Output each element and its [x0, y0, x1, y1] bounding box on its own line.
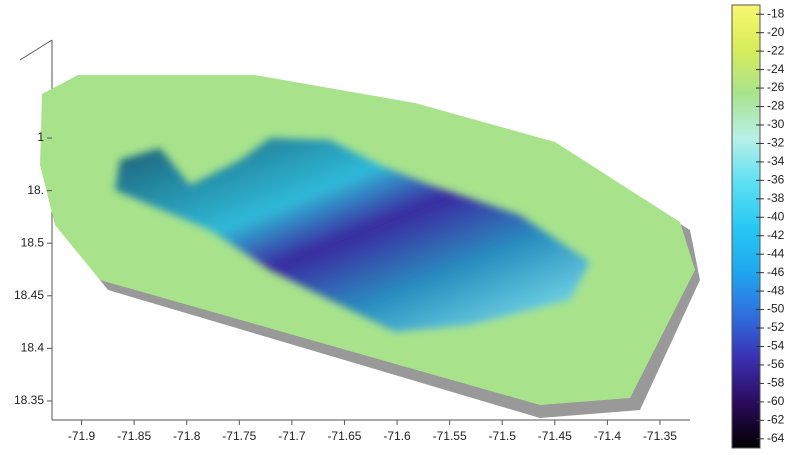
colorbar-tick-label: -26 [767, 80, 785, 94]
x-tick-label: -71.5 [489, 429, 517, 443]
colorbar-tick-label: -22 [767, 43, 785, 57]
colorbar-tick-label: -46 [767, 265, 785, 279]
colorbar: -18 -20 -22 -24 -26 -28 -30 -32 -34 -36 -38 -40 -42 -… [732, 5, 785, 448]
colorbar-tick-label: -44 [767, 246, 785, 260]
colorbar-tick-label: -28 [767, 99, 785, 113]
x-tick-label: -71.8 [173, 429, 201, 443]
y-tick-label: 18.45 [14, 288, 44, 302]
colorbar-tick-label: -58 [767, 376, 785, 390]
x-tick-label: -71.45 [538, 429, 572, 443]
colorbar-tick-label: -42 [767, 228, 785, 242]
colorbar-tick-label: -54 [767, 339, 785, 353]
y-tick-label: 18.4 [21, 341, 45, 355]
colorbar-tick-label: -38 [767, 191, 785, 205]
page: {"chart_data": {"type": "surface", "xlim… [0, 0, 793, 450]
x-tick-label: -71.65 [327, 429, 361, 443]
colorbar-tick-label: -48 [767, 283, 785, 297]
y-tick-label: 18. [27, 183, 44, 197]
colorbar-tick-label: -56 [767, 357, 785, 371]
colorbar-tick-label: -24 [767, 62, 785, 76]
colorbar-tick-label: -36 [767, 173, 785, 187]
colorbar-tick-label: -60 [767, 394, 785, 408]
colorbar-tick-label: -20 [767, 25, 785, 39]
axis-glyph [20, 40, 52, 60]
x-tick-label: -71.9 [68, 429, 96, 443]
colorbar-tick-label: -30 [767, 117, 785, 131]
x-tick-label: -71.75 [222, 429, 256, 443]
chart: -71.9 -71.85 -71.8 -71.75 -71.7 -71.65 -71.6 -7… [0, 0, 793, 450]
x-tick-label: -71.85 [117, 429, 151, 443]
x-tick-label: -71.7 [278, 429, 306, 443]
x-ticks: -71.9 -71.85 -71.8 -71.75 -71.7 -71.65 -71.6 -7… [68, 420, 677, 443]
x-tick-label: -71.55 [433, 429, 467, 443]
colorbar-fill [732, 5, 760, 448]
y-tick-label: 1 [37, 130, 44, 144]
x-tick-label: -71.6 [383, 429, 411, 443]
colorbar-tick-label: -50 [767, 302, 785, 316]
colorbar-tick-label: -34 [767, 154, 785, 168]
y-tick-label: 18.5 [21, 235, 45, 249]
y-tick-label: 18.35 [14, 393, 44, 407]
x-tick-label: -71.35 [643, 429, 677, 443]
x-tick-label: -71.4 [594, 429, 622, 443]
colorbar-tick-label: -40 [767, 209, 785, 223]
colorbar-tick-label: -32 [767, 136, 785, 150]
surface [40, 75, 700, 418]
colorbar-tick-label: -64 [767, 431, 785, 445]
colorbar-tick-label: -52 [767, 320, 785, 334]
colorbar-tick-label: -18 [767, 6, 785, 20]
colorbar-tick-label: -62 [767, 412, 785, 426]
